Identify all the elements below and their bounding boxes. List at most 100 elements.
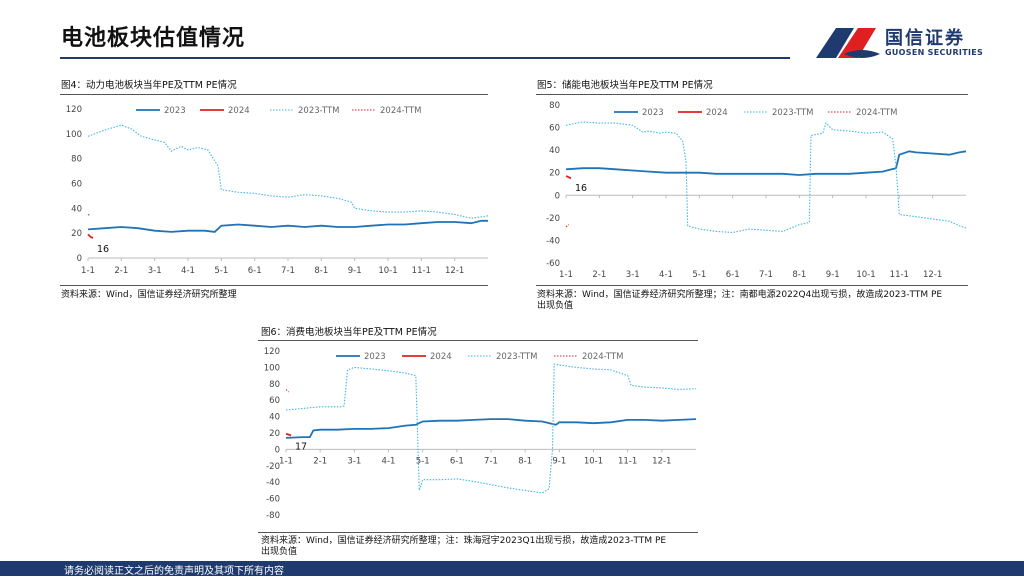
figure-6-source-line-1: 资料来源：Wind，国信证券经济研究所整理；注：珠海冠宇2023Q1出现亏损，故… <box>261 536 667 546</box>
y-tick-label: 120 <box>66 105 82 115</box>
x-tick-label: 6-1 <box>248 266 262 276</box>
y-tick-label: 40 <box>549 146 560 156</box>
figure-5-title: 图5：储能电池板块当年PE及TTM PE情况 <box>537 80 713 91</box>
x-tick-label: 5-1 <box>692 270 706 280</box>
y-tick-label: -60 <box>546 259 560 269</box>
y-tick-label: 100 <box>66 130 82 140</box>
x-tick-label: 10-1 <box>378 266 397 276</box>
x-tick-label: 2-1 <box>114 266 128 276</box>
x-tick-label: 1-1 <box>81 266 95 276</box>
x-tick-label: 7-1 <box>484 456 498 466</box>
figure-6-top-rule <box>258 340 698 341</box>
legend-label: 2024 <box>706 108 728 118</box>
logo-subtitle: GUOSEN SECURITIES <box>885 48 984 57</box>
chart-power-battery-pe: 0 20 40 60 80 100 120 1-1 2-1 3-1 4-1 5-1 6-1 7-1 8-1 9… <box>66 105 489 276</box>
series-line-2023-ttm <box>285 363 697 494</box>
y-tick-label: 40 <box>71 204 82 214</box>
x-tick-label: 2-1 <box>592 270 606 280</box>
figure-6-title: 图6：消费电池板块当年PE及TTM PE情况 <box>261 327 437 338</box>
x-tick-label: 11-1 <box>618 456 637 466</box>
legend-label: 2023 <box>164 106 186 116</box>
x-tick-label: 8-1 <box>518 456 532 466</box>
series-line-2024-ttm <box>285 389 290 393</box>
legend-label: 2024 <box>430 352 452 362</box>
series-line-2023 <box>87 219 488 233</box>
x-tick-label: 1-1 <box>559 270 573 280</box>
y-tick-label: 60 <box>71 180 82 190</box>
figure-5-source-line-2: 出现负值 <box>537 301 574 311</box>
series-line-2024 <box>285 432 292 437</box>
legend-label: 2024-TTM <box>380 106 422 116</box>
x-tick-label: 5-1 <box>416 456 430 466</box>
figure-4-source: 资料来源：Wind，国信证券经济研究所整理 <box>61 290 237 301</box>
x-tick-label: 9-1 <box>348 266 362 276</box>
figure-6-source: 资料来源：Wind，国信证券经济研究所整理；注：珠海冠宇2023Q1出现亏损，故… <box>261 536 666 558</box>
series-line-2024 <box>565 175 572 180</box>
y-tick-label: 0 <box>275 445 280 455</box>
data-label: 17 <box>295 441 307 452</box>
figure-4-title: 图4：动力电池板块当年PE及TTM PE情况 <box>61 80 237 91</box>
y-tick-label: -20 <box>546 214 560 224</box>
x-tick-label: 5-1 <box>214 266 228 276</box>
x-tick-label: 8-1 <box>314 266 328 276</box>
series-line-2023-ttm <box>87 124 489 219</box>
y-tick-label: -60 <box>266 495 280 505</box>
x-tick-label: 9-1 <box>826 270 840 280</box>
y-tick-label: 40 <box>269 413 280 423</box>
legend-label: 2023 <box>642 108 664 118</box>
figure-5-bottom-rule <box>536 285 968 286</box>
legend-label: 2023 <box>364 352 386 362</box>
x-tick-label: 4-1 <box>382 456 396 466</box>
chart-storage-battery-pe: -60 -40 -20 0 20 40 60 80 1-1 2-1 3-1 4-1 5-1 6-1 7-1 8… <box>546 101 967 280</box>
x-tick-label: 1-1 <box>279 456 293 466</box>
x-tick-label: 4-1 <box>659 270 673 280</box>
x-tick-label: 12-1 <box>652 456 671 466</box>
series-line-2023-ttm <box>565 121 967 234</box>
x-tick-label: 10-1 <box>584 456 603 466</box>
y-tick-label: 80 <box>71 155 82 165</box>
figure-5-source: 资料来源：Wind，国信证券经济研究所整理；注：南都电源2022Q4出现亏损，故… <box>537 290 942 312</box>
logo-name: 国信证券 <box>885 28 965 49</box>
x-tick-label: 3-1 <box>347 456 361 466</box>
x-tick-label: 10-1 <box>856 270 875 280</box>
chart-consumer-battery-pe: -80 -60 -40 -20 0 20 40 60 80 100 120 1-1 2-1 3-1 4-1 5… <box>264 347 697 521</box>
series-line-2023 <box>285 418 697 439</box>
y-tick-label: 100 <box>264 363 280 373</box>
x-tick-label: 9-1 <box>552 456 566 466</box>
series-line-2024-ttm <box>565 224 570 228</box>
y-tick-label: 0 <box>555 191 560 201</box>
figure-6-source-line-2: 出现负值 <box>261 547 298 557</box>
x-tick-label: 7-1 <box>759 270 773 280</box>
x-tick-label: 4-1 <box>181 266 195 276</box>
legend-label: 2024-TTM <box>856 108 898 118</box>
data-label: 16 <box>97 244 109 255</box>
data-label: 16 <box>575 183 587 194</box>
x-tick-label: 8-1 <box>792 270 806 280</box>
y-tick-label: 20 <box>71 229 82 239</box>
x-tick-label: 12-1 <box>923 270 942 280</box>
series-line-2024-ttm <box>87 214 91 217</box>
legend-label: 2024 <box>228 106 250 116</box>
y-tick-label: -40 <box>546 236 560 246</box>
y-tick-label: -80 <box>266 511 280 521</box>
y-tick-label: 20 <box>549 169 560 179</box>
legend-label: 2023-TTM <box>298 106 340 116</box>
y-tick-label: 60 <box>269 396 280 406</box>
x-tick-label: 7-1 <box>281 266 295 276</box>
figure-5-top-rule <box>536 94 968 95</box>
y-tick-label: -40 <box>266 478 280 488</box>
x-tick-label: 3-1 <box>626 270 640 280</box>
y-tick-label: 120 <box>264 347 280 357</box>
x-tick-label: 11-1 <box>412 266 431 276</box>
legend-label: 2023-TTM <box>496 352 538 362</box>
x-tick-label: 6-1 <box>726 270 740 280</box>
figure-5-source-line-1: 资料来源：Wind，国信证券经济研究所整理；注：南都电源2022Q4出现亏损，故… <box>537 290 943 300</box>
x-tick-label: 12-1 <box>445 266 464 276</box>
y-tick-label: 20 <box>269 429 280 439</box>
x-tick-label: 11-1 <box>890 270 909 280</box>
series-line-2023 <box>565 150 967 176</box>
page-title: 电池板块估值情况 <box>61 26 246 51</box>
x-tick-label: 2-1 <box>313 456 327 466</box>
y-tick-label: 80 <box>269 380 280 390</box>
legend-label: 2023-TTM <box>772 108 814 118</box>
